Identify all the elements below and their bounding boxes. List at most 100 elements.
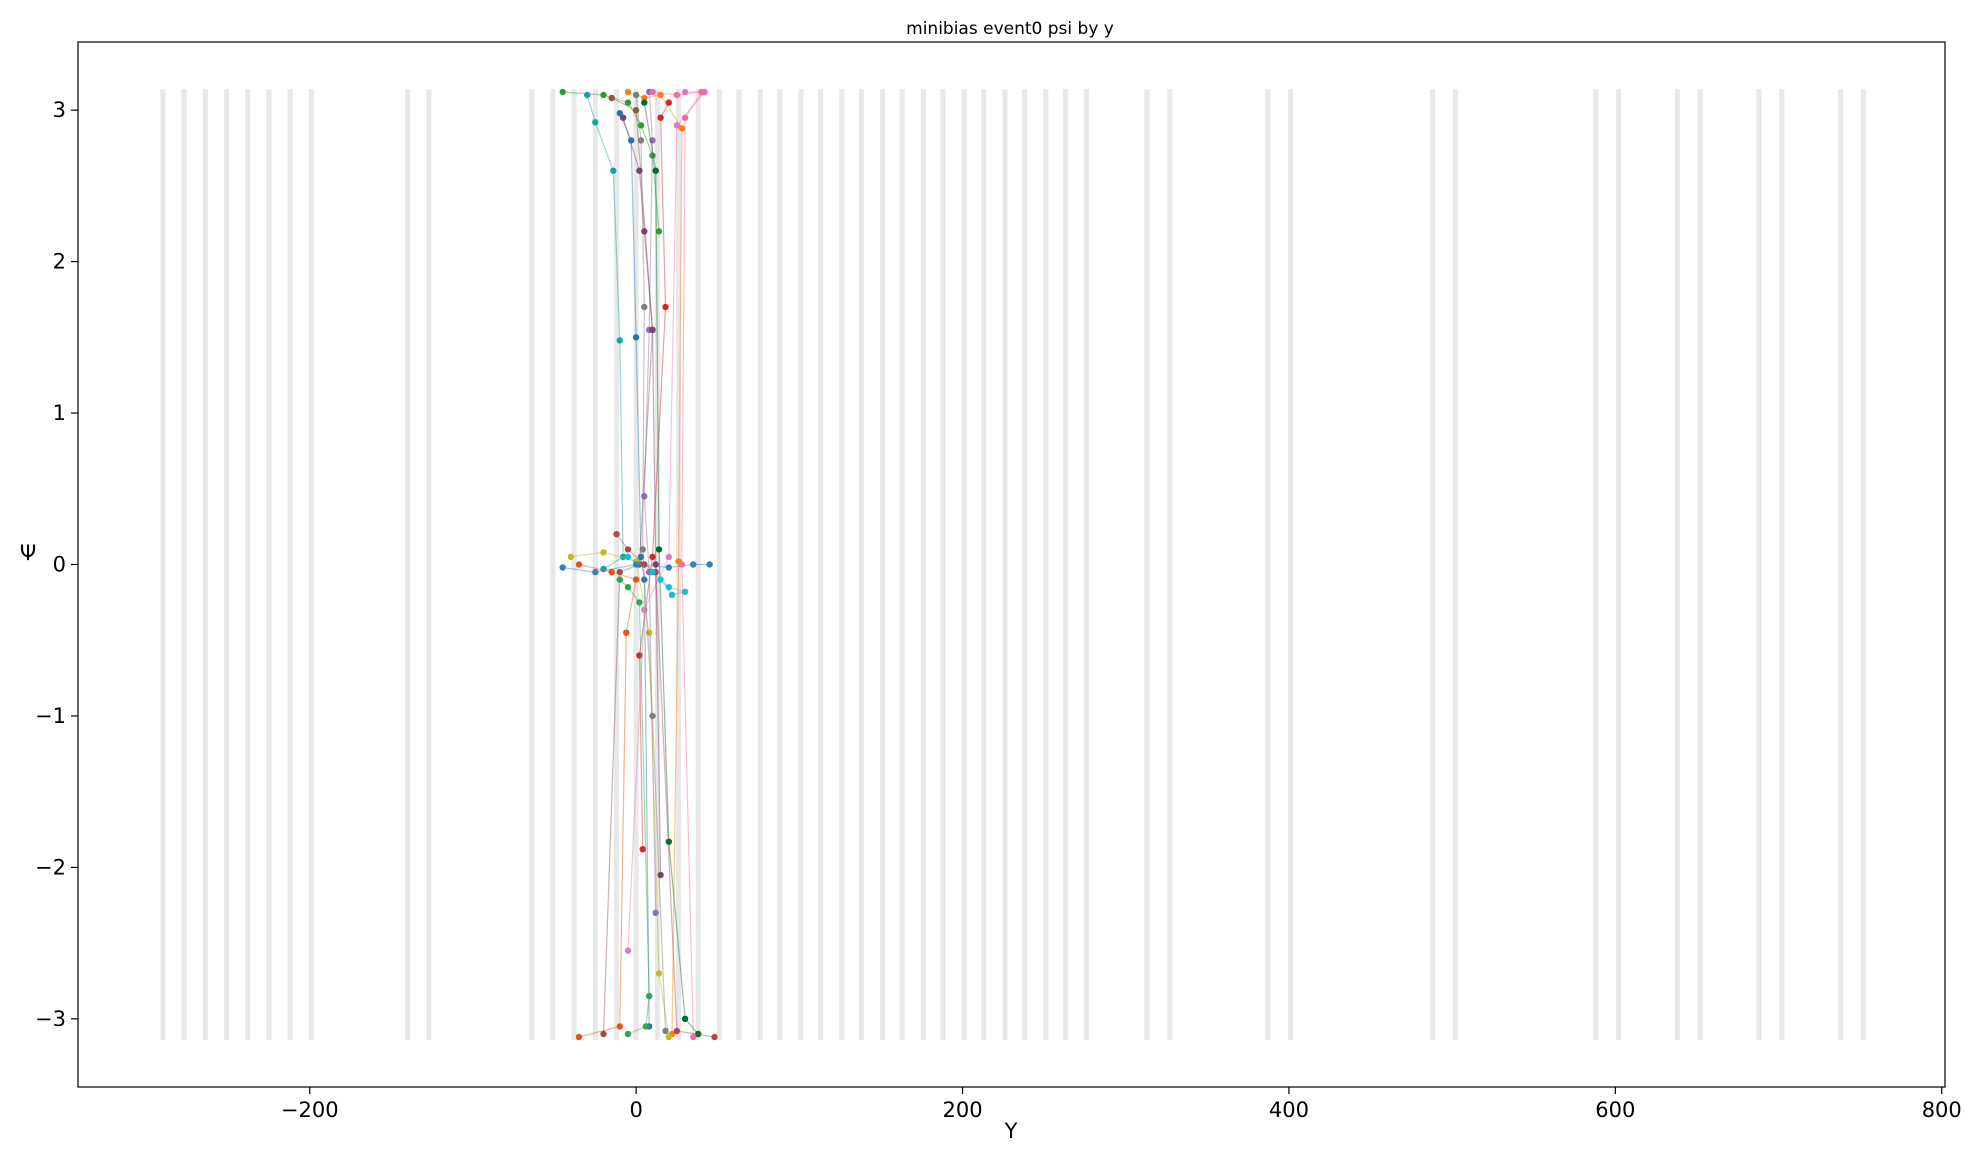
data-point	[632, 107, 640, 114]
data-point	[636, 167, 643, 174]
data-point	[665, 1033, 672, 1041]
data-point	[624, 546, 632, 553]
y-tick-label: −3	[35, 1007, 66, 1031]
data-point	[673, 91, 681, 99]
data-point	[652, 167, 659, 174]
data-point	[665, 838, 672, 845]
data-point	[655, 970, 663, 977]
data-point	[632, 576, 640, 583]
data-point	[624, 88, 632, 96]
data-point	[610, 167, 617, 174]
data-point	[628, 137, 635, 144]
data-point	[641, 606, 648, 614]
x-tick-label: 600	[1595, 1098, 1635, 1122]
data-point	[616, 110, 623, 117]
data-point	[637, 122, 645, 129]
series-line	[586, 94, 624, 570]
data-point	[649, 326, 656, 333]
data-point	[632, 561, 640, 568]
data-point	[646, 992, 653, 1000]
series-line	[602, 97, 654, 1035]
data-point	[616, 337, 623, 344]
series-line	[643, 102, 699, 1035]
y-tick-label: −2	[35, 855, 66, 879]
y-tick-label: 3	[53, 98, 66, 122]
data-point	[624, 553, 632, 561]
plot-series	[559, 88, 718, 1041]
data-point	[559, 88, 566, 96]
data-point	[698, 88, 705, 96]
y-axis: −3 −2 −1 0 1 2 3	[35, 98, 78, 1031]
series-line	[578, 563, 637, 1038]
data-point	[600, 91, 607, 99]
data-point	[641, 493, 648, 500]
data-point	[641, 561, 648, 568]
data-point	[665, 564, 672, 571]
x-tick-label: 0	[629, 1098, 642, 1122]
data-point	[624, 584, 632, 591]
data-point	[592, 568, 599, 576]
data-point	[641, 94, 648, 102]
data-point	[681, 114, 689, 121]
data-point	[616, 576, 623, 583]
data-point	[608, 94, 615, 102]
data-point	[649, 88, 656, 96]
data-point	[711, 1033, 718, 1041]
series-line	[627, 91, 706, 951]
data-point	[559, 564, 566, 571]
data-point	[655, 228, 663, 235]
series-line	[652, 91, 703, 1038]
plot-frame	[77, 41, 1946, 1088]
data-point	[681, 588, 689, 595]
data-point	[678, 125, 685, 132]
y-tick-label: −1	[35, 704, 66, 728]
data-point	[600, 549, 607, 556]
data-point	[632, 334, 640, 341]
data-point	[649, 712, 656, 720]
data-point	[681, 1015, 689, 1022]
data-point	[636, 652, 643, 659]
data-point	[567, 553, 575, 561]
data-point	[646, 629, 653, 636]
data-point	[642, 1023, 650, 1030]
data-point	[690, 1033, 697, 1041]
data-point	[665, 584, 672, 591]
data-point	[657, 871, 664, 879]
data-point	[639, 846, 646, 853]
data-point	[662, 303, 669, 311]
x-tick-label: 400	[1269, 1098, 1309, 1122]
data-point	[600, 565, 607, 573]
background-bands	[160, 88, 1866, 1041]
data-point	[652, 909, 659, 916]
data-point	[678, 561, 685, 568]
data-point	[706, 561, 713, 568]
y-tick-label: 2	[53, 250, 66, 274]
data-point	[637, 137, 645, 144]
chart-title: minibias event0 psi by y	[906, 19, 1114, 39]
data-point	[575, 1033, 583, 1041]
data-point	[652, 561, 659, 568]
data-point	[665, 553, 672, 561]
data-point	[624, 99, 632, 106]
x-axis-label: Y	[1004, 1119, 1018, 1143]
data-point	[584, 91, 591, 99]
data-point	[636, 599, 643, 606]
data-point	[662, 1027, 669, 1035]
series-line	[622, 117, 662, 876]
data-point	[623, 629, 630, 636]
series-line	[570, 551, 670, 1038]
data-point	[649, 152, 656, 159]
x-tick-label: −200	[281, 1098, 339, 1122]
x-axis: −200 0 200 400 600 800	[281, 1087, 1962, 1122]
data-point	[690, 561, 697, 568]
data-point	[600, 1030, 607, 1038]
data-point	[649, 568, 656, 576]
data-point	[657, 576, 664, 583]
data-point	[641, 99, 648, 106]
x-tick-label: 200	[942, 1098, 982, 1122]
data-point	[619, 114, 627, 121]
series-line	[562, 91, 660, 232]
data-point	[639, 546, 646, 553]
data-point	[673, 122, 681, 129]
y-tick-label: 1	[53, 401, 66, 425]
